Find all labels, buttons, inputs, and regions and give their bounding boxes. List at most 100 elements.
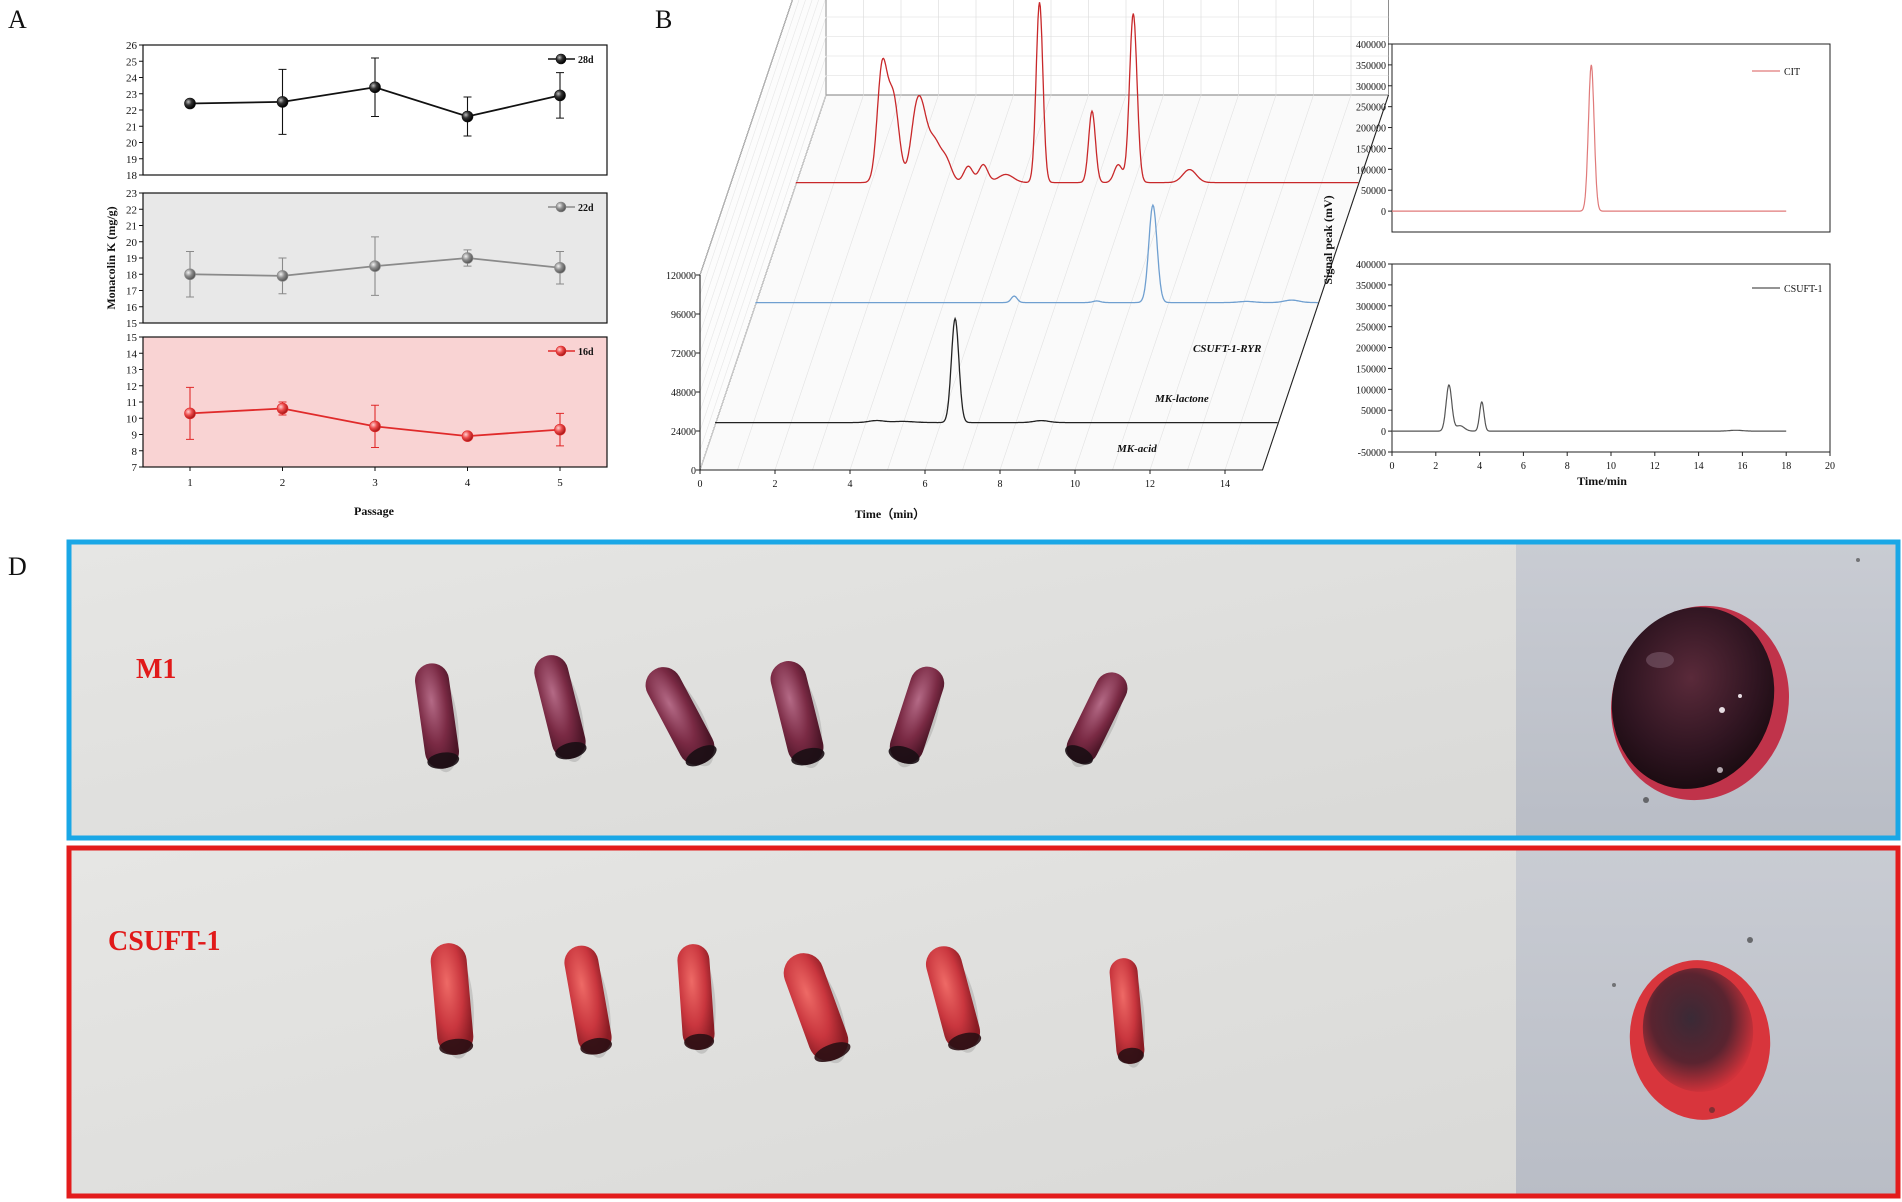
grain-body xyxy=(1066,672,1128,764)
y-tick-label: 50000 xyxy=(1361,406,1386,417)
x-tick-label: 18 xyxy=(1781,461,1791,472)
y-tick-label: 400000 xyxy=(1356,40,1386,51)
x-tick-label: 12 xyxy=(1145,479,1155,490)
y-tick-label: 350000 xyxy=(1356,281,1386,292)
grain-body xyxy=(1109,958,1145,1064)
panel-c-chart: Signal peak (mV) Time/min 0 50000 100000 15… xyxy=(1321,40,1835,488)
x-tick-label: 2 xyxy=(280,477,286,489)
panel-letter-a: A xyxy=(8,5,27,34)
trace-label: MK-lactone xyxy=(1154,393,1209,405)
data-point xyxy=(461,430,474,442)
y-tick-label: 18 xyxy=(126,170,138,182)
data-point xyxy=(554,261,566,274)
grid-line xyxy=(699,55,827,432)
grid-line xyxy=(849,94,977,471)
x-tick-label: 2 xyxy=(1433,461,1438,472)
trace-MK-lactone xyxy=(755,203,1318,304)
data-point xyxy=(461,110,474,123)
data-point xyxy=(184,407,196,420)
x-tick-label: 2 xyxy=(773,479,778,490)
y-tick-label: 7 xyxy=(132,462,138,474)
data-point xyxy=(276,270,289,282)
grain-body xyxy=(677,944,715,1050)
x-axis xyxy=(700,94,1390,471)
y-tick-label: 9 xyxy=(132,430,138,442)
grain-tip xyxy=(888,745,920,765)
strain-label-csuft1: CSUFT-1 xyxy=(108,926,221,957)
strain-label-m1: M1 xyxy=(136,654,176,685)
data-point xyxy=(276,402,289,415)
y-tick-label: 300000 xyxy=(1356,302,1386,313)
grid-line xyxy=(1074,94,1202,471)
grain-tip xyxy=(555,741,587,760)
legend-label: 28d xyxy=(578,55,594,66)
rice-grain xyxy=(645,667,717,767)
y-tick-label: 21 xyxy=(126,221,137,233)
panel-a-chart: Monacolin K (mg/g) Passage 1819202122232… xyxy=(104,40,608,518)
grain-tip xyxy=(685,745,717,767)
trace-MK-acid xyxy=(715,316,1278,424)
grid-line xyxy=(1037,94,1164,471)
rice-grain xyxy=(888,666,945,768)
panel-letter-d: D xyxy=(8,552,27,581)
x-tick-label: 0 xyxy=(1390,461,1395,472)
y-tick-label: 250000 xyxy=(1356,103,1386,114)
x-tick-label: 6 xyxy=(923,479,928,490)
x-tick-label: 6 xyxy=(1521,461,1526,472)
data-point xyxy=(184,268,196,281)
y-tick-label: 72000 xyxy=(671,349,696,360)
grain-tip xyxy=(791,747,825,766)
data-point xyxy=(369,420,381,433)
y-tick-label: 150000 xyxy=(1356,144,1386,155)
y-tick-label: 300000 xyxy=(1356,82,1386,93)
grain-body xyxy=(430,943,474,1055)
grid-line xyxy=(699,0,826,373)
y-tick-label: 150000 xyxy=(1356,364,1386,375)
grain-tip xyxy=(684,1033,715,1050)
legend-label: CSUFT-1 xyxy=(1784,284,1823,295)
y-tick-label: 8 xyxy=(132,446,138,458)
y-tick-label: 0 xyxy=(1381,427,1386,438)
y-tick-label: 23 xyxy=(126,89,138,101)
grid-line xyxy=(699,75,827,451)
grid-line xyxy=(737,94,864,471)
legend-swatch-marker xyxy=(555,53,567,65)
y-tick-label: 24 xyxy=(126,73,138,85)
legend-label: 22d xyxy=(578,203,594,214)
y-tick-label: 24000 xyxy=(671,427,696,438)
grid-line xyxy=(962,94,1089,471)
row-border-csuft1 xyxy=(66,845,1901,1199)
panel-c-subplot-frame xyxy=(1391,263,1831,453)
grain-tip xyxy=(427,752,460,769)
y-tick-label: 16 xyxy=(126,302,138,314)
rice-grain xyxy=(430,943,474,1059)
grid-line xyxy=(774,94,902,471)
panel-c-ylabel: Signal peak (mV) xyxy=(1321,195,1335,284)
grid-line xyxy=(699,0,800,295)
y-tick-label: 15 xyxy=(126,332,138,344)
x-tick-label: 5 xyxy=(557,477,563,489)
rice-grain xyxy=(414,663,460,773)
y-tick-label: 18 xyxy=(126,269,138,281)
grain-tip xyxy=(814,1042,851,1063)
y-tick-label: 14 xyxy=(126,348,138,360)
x-tick-label: 4 xyxy=(465,477,471,489)
y-tick-label: 20 xyxy=(126,237,138,249)
legend-label: CIT xyxy=(1784,67,1800,78)
y-tick-label: 250000 xyxy=(1356,323,1386,334)
x-tick-label: 10 xyxy=(1606,461,1616,472)
y-tick-label: 19 xyxy=(126,253,138,265)
grid-line xyxy=(699,0,793,276)
x-tick-label: 8 xyxy=(998,479,1003,490)
x-tick-label: 4 xyxy=(1477,461,1482,472)
grain-body xyxy=(889,666,945,764)
closeup-grain-m1 xyxy=(1610,558,1860,803)
grain-tip xyxy=(580,1037,612,1055)
grain-body xyxy=(645,667,715,765)
rice-grain xyxy=(770,661,825,769)
grain-tip xyxy=(1065,745,1093,765)
legend-label: 16d xyxy=(578,347,594,358)
rice-grain xyxy=(1065,672,1128,768)
grain-body xyxy=(925,946,981,1050)
